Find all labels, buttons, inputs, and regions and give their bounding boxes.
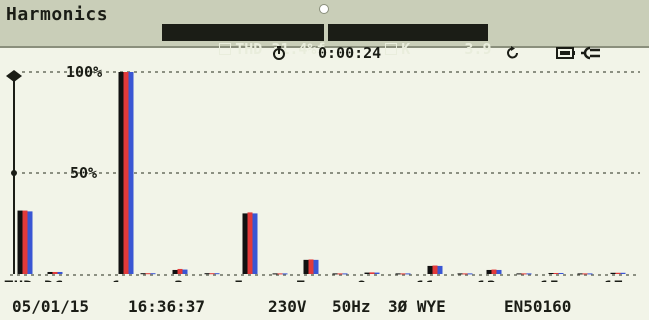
footer-time: 16:36:37 [128,297,206,316]
bar-7-series-1 [303,259,309,274]
bar-2-series-3 [150,273,156,275]
bar-15-series-3 [558,272,564,274]
bar-dc-series-3 [57,271,63,274]
bar-8-series-3 [342,273,348,275]
bar-8-series-2 [337,273,343,275]
footer-date: 05/01/15 [12,297,90,316]
timer-icon [273,46,285,60]
bar-14-series-3 [526,273,532,275]
bar-17-series-1 [610,272,616,274]
bar-3-series-3 [182,269,188,274]
battery-icon [556,47,575,59]
x-tick-label: 3 [174,277,184,282]
x-tick-label: 1 [112,277,122,282]
footer-bar: 05/01/15 16:36:37 230V 50Hz 3Ø WYE EN501… [0,296,649,320]
bar-2-series-2 [145,273,151,275]
bar-3-series-1 [172,269,178,274]
bar-dc-series-1 [47,271,53,274]
hold-icon [507,46,518,59]
bar-1-series-3 [128,72,134,274]
bar-9-series-2 [369,272,375,274]
cursor-marker [11,170,17,176]
bar-5-series-1 [242,213,248,274]
bar-9-series-3 [374,272,380,274]
bar-14-series-1 [516,273,522,275]
x-tick-label: 11 [416,277,435,282]
bar-10-series-2 [400,273,406,275]
x-tick-label: 13 [477,277,496,282]
bar-16-series-2 [582,273,588,275]
footer-standard: EN50160 [504,297,572,316]
x-tick-label: DC [44,277,63,282]
bar-10-series-3 [405,273,411,275]
bar-thd-series-3 [27,211,33,274]
bar-7-series-3 [313,259,319,274]
bar-11-series-2 [432,265,438,274]
x-tick-label: 15 [540,277,559,282]
bar-thd-series-2 [22,210,28,274]
bar-5-series-2 [247,212,253,274]
k-factor-readout: K 3.9 [328,24,492,58]
bar-4-series-3 [214,273,220,275]
x-tick-label: 7 [296,277,306,282]
bar-2-series-1 [140,273,146,275]
x-tick-label: 17 [604,277,623,282]
bar-11-series-1 [427,265,433,274]
bar-12-series-1 [457,273,463,275]
bar-13-series-2 [491,269,497,274]
cursor-icon [6,70,22,82]
bar-10-series-1 [395,273,401,275]
footer-frequency: 50Hz [332,297,371,316]
x-tick-label: 9 [357,277,367,282]
bar-1-series-2 [123,72,129,274]
bar-4-series-1 [204,273,210,275]
bar-3-series-2 [177,268,183,274]
mains-plug-icon [581,46,600,60]
bar-11-series-3 [437,265,443,274]
phase-a-tag-icon [219,43,232,55]
bar-12-series-2 [462,273,468,275]
bar-dc-series-2 [52,271,58,274]
bar-15-series-2 [553,272,559,274]
indicator-dot [319,4,329,14]
bar-6-series-2 [277,273,283,275]
bar-6-series-3 [282,273,288,275]
y-tick-label: 100% [66,63,102,81]
screen-title: Harmonics [6,4,109,25]
bar-7-series-2 [308,259,314,274]
k-value: 3.9 [464,40,492,58]
elapsed-time: 0:00:24 [318,44,382,62]
bar-13-series-3 [496,269,502,274]
x-tick-label: 5 [234,277,244,282]
bar-5-series-3 [252,213,258,274]
harmonics-bar-chart: 100%50%THDDC1357911131517 [4,63,640,296]
y-tick-label: 50% [70,164,97,182]
thd-label: THD [235,40,263,58]
bar-17-series-3 [620,272,626,274]
k-label: K [401,40,411,58]
footer-config: 3Ø WYE [388,297,446,316]
bar-9-series-1 [364,272,370,274]
bar-thd-series-1 [17,210,23,274]
bar-16-series-1 [577,273,583,275]
phase-a-tag-icon [385,43,398,55]
thd-readout: THD 31.4%f [162,24,326,58]
bar-6-series-1 [272,273,278,275]
status-row: 0:00:24 [0,42,649,64]
bar-1-series-1 [118,72,124,274]
bar-4-series-2 [209,273,215,275]
bar-8-series-1 [332,273,338,275]
bar-13-series-1 [486,269,492,274]
bar-14-series-2 [521,273,527,275]
harmonics-chart: 100%50%THDDC1357911131517 [0,62,649,296]
bar-17-series-2 [615,272,621,274]
footer-voltage: 230V [268,297,307,316]
bar-15-series-1 [548,272,554,274]
bar-12-series-3 [467,273,473,275]
bar-16-series-3 [587,273,593,275]
x-tick-label: THD [4,277,33,282]
